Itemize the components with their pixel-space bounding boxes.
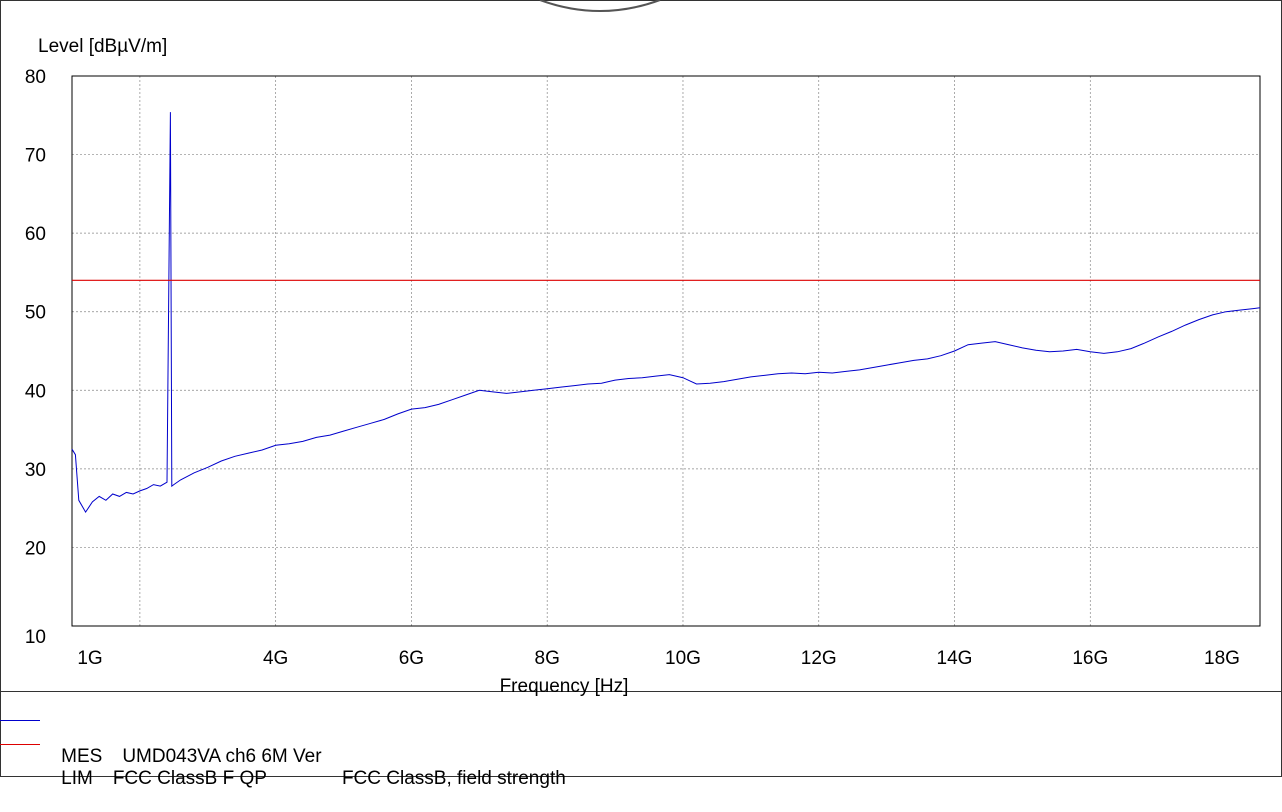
level-vs-frequency-chart: 80 70 60 50 40 30 20 10 1G 4G 6G 8G 10G 12G 14G 16G 18G… xyxy=(25,36,1261,697)
y-tick-label-40: 40 xyxy=(25,381,46,402)
x-axis-label: Frequency [Hz] xyxy=(500,676,629,697)
y-axis-label: Level [dBµV/m] xyxy=(38,36,167,57)
legend-swatch-lim xyxy=(0,744,40,745)
x-tick-label-2: 6G xyxy=(399,648,424,669)
x-tick-label-3: 8G xyxy=(535,648,560,669)
plot-area xyxy=(71,75,1261,627)
grid-lines xyxy=(72,75,1260,627)
series-group xyxy=(71,112,1261,514)
legend-series-name-lim: LIM xyxy=(61,768,93,789)
y-tick-label-50: 50 xyxy=(25,303,46,324)
x-tick-labels: 1G 4G 6G 8G 10G 12G 14G 16G 18G xyxy=(77,648,1240,669)
y-tick-label-10: 10 xyxy=(25,627,46,648)
x-tick-label-5: 12G xyxy=(801,648,837,669)
y-tick-label-60: 60 xyxy=(25,224,46,245)
x-tick-label-7: 16G xyxy=(1072,648,1108,669)
y-tick-label-80: 80 xyxy=(25,67,46,88)
legend-entry-mes: MES UMD043VA ch6 6M Ver xyxy=(0,702,322,790)
y-tick-label-20: 20 xyxy=(25,538,46,559)
legend-series-name-mes: MES xyxy=(61,746,103,767)
legend-series-label-lim: FCC ClassB F QP xyxy=(112,768,267,789)
legend-series-label-mes: UMD043VA ch6 6M Ver xyxy=(122,746,322,767)
legend-swatch-mes xyxy=(0,720,40,721)
y-tick-labels: 80 70 60 50 40 30 20 10 xyxy=(25,67,46,648)
x-tick-label-0: 1G xyxy=(77,648,102,669)
legend-series-desc-lim: FCC ClassB, field strength xyxy=(341,768,566,789)
y-tick-label-70: 70 xyxy=(25,146,46,167)
legend-entry-lim: LIM FCC ClassB F QP FCC ClassB, field stre… xyxy=(0,724,566,812)
y-tick-label-30: 30 xyxy=(25,460,46,481)
x-tick-label-8: 18G xyxy=(1204,648,1240,669)
x-tick-label-1: 4G xyxy=(263,648,288,669)
x-tick-label-4: 10G xyxy=(665,648,701,669)
x-tick-label-6: 14G xyxy=(937,648,973,669)
series-line-mes xyxy=(71,112,1261,514)
